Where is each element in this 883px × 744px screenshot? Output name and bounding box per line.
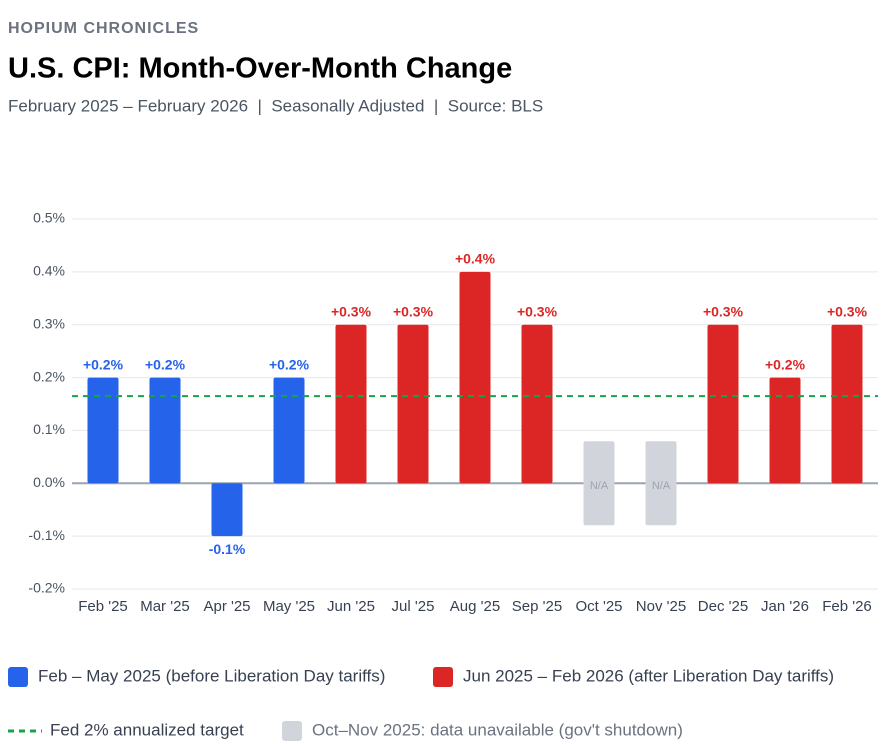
value-label: -0.1% bbox=[209, 541, 246, 557]
x-tick-label: May '25 bbox=[263, 598, 315, 615]
brand: HOPIUM CHRONICLES bbox=[8, 20, 199, 37]
x-tick-label: Nov '25 bbox=[636, 598, 686, 615]
x-tick-label: Dec '25 bbox=[698, 598, 748, 615]
bar bbox=[831, 324, 863, 484]
x-tick-label: Sep '25 bbox=[512, 598, 562, 615]
x-tick-label: Apr '25 bbox=[203, 598, 250, 615]
x-tick-label: Oct '25 bbox=[575, 598, 622, 615]
x-tick-label: Mar '25 bbox=[140, 598, 190, 615]
legend-swatch bbox=[433, 667, 453, 687]
chart-title: U.S. CPI: Month-Over-Month Change bbox=[8, 53, 512, 85]
y-tick-label: -0.1% bbox=[28, 527, 65, 543]
value-label: +0.3% bbox=[827, 303, 868, 319]
value-label: +0.4% bbox=[455, 251, 496, 267]
y-tick-label: 0.0% bbox=[33, 474, 65, 490]
unavailable-label: N/A bbox=[652, 480, 671, 492]
legend-label: Fed 2% annualized target bbox=[50, 720, 244, 739]
unavailable-bar bbox=[583, 441, 615, 526]
subtitle: February 2025 – February 2026 | Seasonal… bbox=[8, 96, 543, 115]
value-label: +0.3% bbox=[517, 303, 558, 319]
legend-label: Jun 2025 – Feb 2026 (after Liberation Da… bbox=[463, 666, 834, 685]
unavailable-label: N/A bbox=[590, 480, 609, 492]
bar bbox=[707, 324, 739, 484]
y-tick-label: -0.2% bbox=[28, 580, 65, 596]
unavailable-bar bbox=[645, 441, 677, 526]
bar bbox=[273, 377, 305, 484]
y-tick-label: 0.5% bbox=[33, 210, 65, 226]
y-tick-label: 0.3% bbox=[33, 315, 65, 331]
bar bbox=[397, 324, 429, 484]
value-label: +0.3% bbox=[393, 303, 434, 319]
x-tick-label: Feb '25 bbox=[78, 598, 128, 615]
value-label: +0.2% bbox=[765, 356, 806, 372]
bar bbox=[149, 377, 181, 484]
bar bbox=[87, 377, 119, 484]
y-tick-label: 0.2% bbox=[33, 368, 65, 384]
bar bbox=[769, 377, 801, 484]
value-label: +0.2% bbox=[83, 356, 124, 372]
x-tick-label: Jan '26 bbox=[761, 598, 809, 615]
bar bbox=[335, 324, 367, 484]
y-tick-label: 0.4% bbox=[33, 263, 65, 279]
x-tick-label: Aug '25 bbox=[450, 598, 500, 615]
legend-swatch bbox=[282, 721, 302, 741]
value-label: +0.2% bbox=[269, 356, 310, 372]
bar bbox=[521, 324, 553, 484]
bar bbox=[459, 271, 491, 484]
y-tick-label: 0.1% bbox=[33, 421, 65, 437]
legend-swatch bbox=[8, 667, 28, 687]
x-tick-label: Jul '25 bbox=[392, 598, 435, 615]
value-label: +0.3% bbox=[331, 303, 372, 319]
legend-label: Oct–Nov 2025: data unavailable (gov't sh… bbox=[312, 720, 683, 739]
x-tick-label: Jun '25 bbox=[327, 598, 375, 615]
bar bbox=[211, 483, 243, 537]
x-tick-label: Feb '26 bbox=[822, 598, 872, 615]
value-label: +0.3% bbox=[703, 303, 744, 319]
value-label: +0.2% bbox=[145, 356, 186, 372]
legend-label: Feb – May 2025 (before Liberation Day ta… bbox=[38, 666, 385, 685]
